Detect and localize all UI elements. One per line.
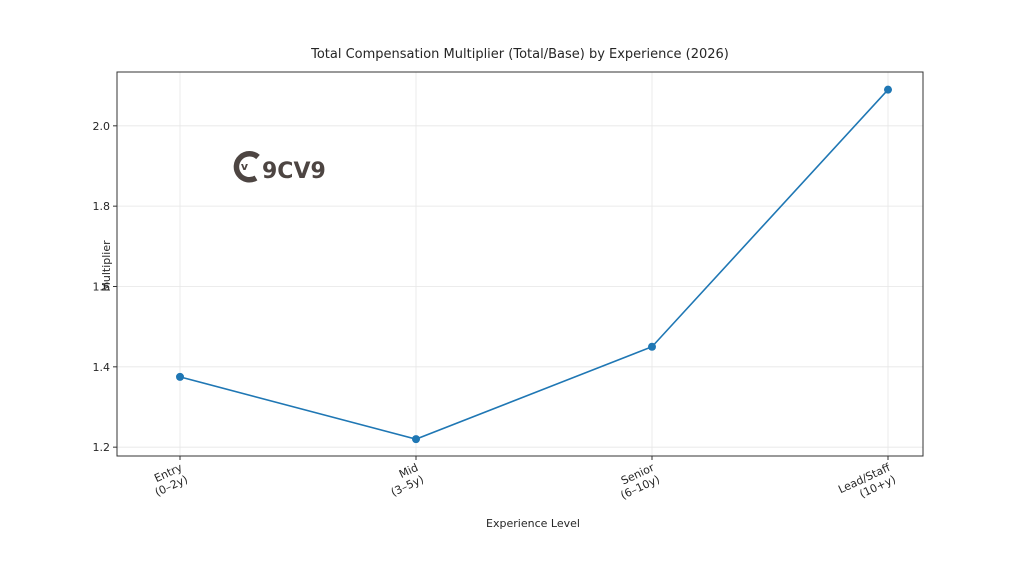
data-point-marker [648,342,656,351]
x-axis-ticks: Entry(0–2y) Mid(3–5y) Senior(6–10y) Lead/St… [152,456,898,502]
plot-area-frame [116,71,924,457]
logo-text: 9CV9 [262,159,326,184]
grid-lines [117,72,923,456]
x-tick-label: Lead/Staff(10+y) [836,461,898,501]
y-tick-label: 1.2 [93,441,111,454]
logo-badge-letter: v [241,160,249,173]
data-point-marker [884,85,892,94]
watermark-logo: v 9CV9 [233,151,326,184]
data-series [176,85,892,444]
data-point-marker [176,372,184,381]
y-tick-label: 1.6 [93,280,111,293]
y-tick-label: 1.8 [93,200,111,213]
y-axis-ticks: 1.2 1.4 1.6 1.8 2.0 [93,120,117,454]
chart-title: Total Compensation Multiplier (Total/Bas… [310,47,729,62]
data-point-marker [412,435,420,444]
x-axis-label: Experience Level [486,517,580,530]
y-tick-label: 1.4 [93,361,111,374]
y-tick-label: 2.0 [93,120,111,133]
y-axis-label: Multiplier [100,240,113,292]
logo-icon: v [233,151,260,183]
x-tick-label: Senior(6–10y) [619,461,662,502]
series-line [179,89,889,440]
x-tick-label: Mid(3–5y) [389,461,426,499]
x-tick-label: Entry(0–2y) [152,461,190,499]
